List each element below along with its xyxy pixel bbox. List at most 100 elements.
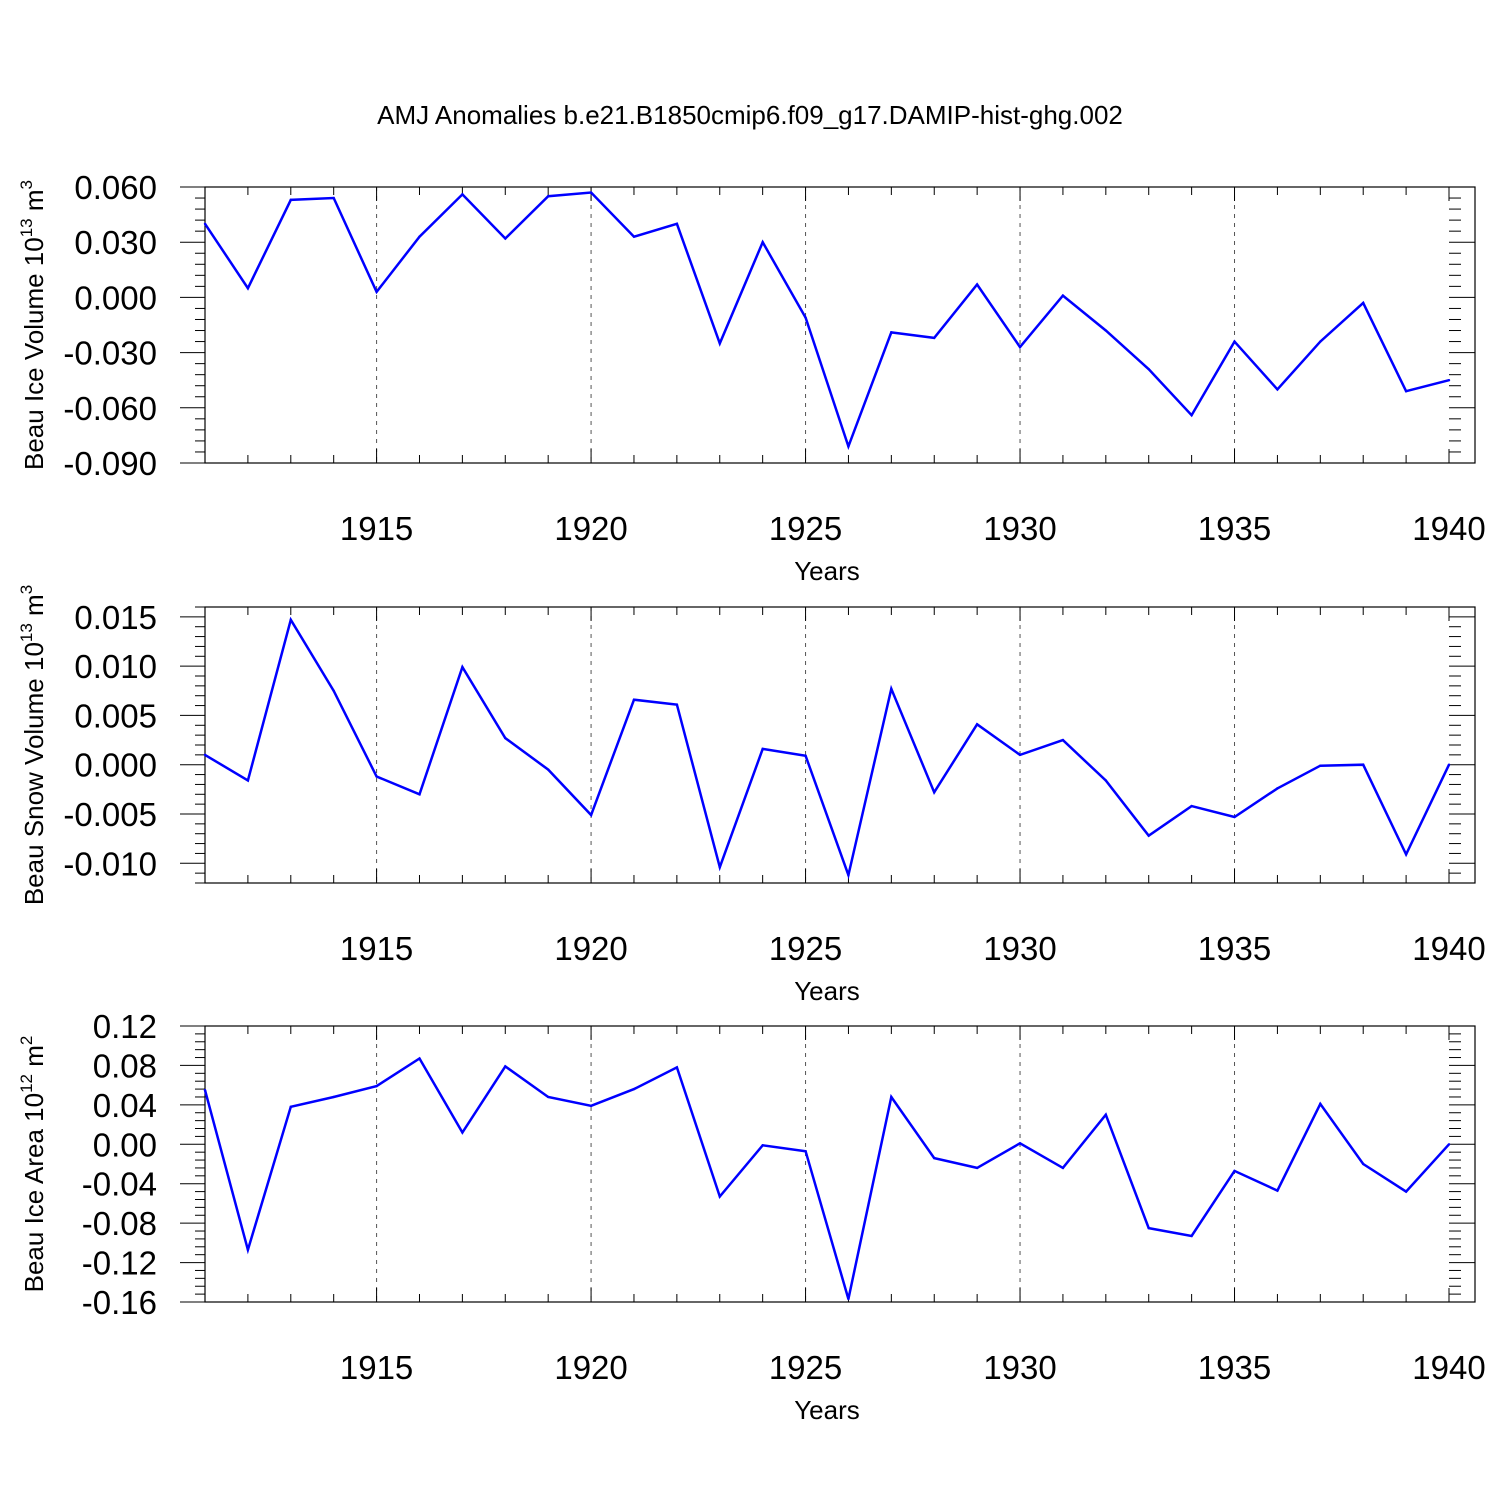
- data-point: [461, 193, 464, 196]
- x-tick-label: 1925: [769, 930, 842, 967]
- x-tick-label: 1930: [983, 1349, 1056, 1386]
- x-axis-label: Years: [794, 976, 860, 1006]
- data-point: [761, 1144, 764, 1147]
- data-point: [589, 1104, 593, 1108]
- y-axis-label-unit-exponent: 2: [17, 1036, 36, 1045]
- x-tick-label: 1915: [340, 930, 413, 967]
- panels: 0.060 0.030 0.000 -0.030 -0.060 -0.090 1915 192…: [17, 169, 1486, 1425]
- y-axis-label-text: Beau Snow Volume 10: [19, 642, 49, 905]
- data-point: [847, 445, 850, 448]
- data-point: [1447, 379, 1451, 382]
- data-point: [332, 196, 335, 200]
- y-tick-label: 0.030: [74, 224, 157, 261]
- data-point: [1447, 1143, 1451, 1146]
- y-tick-label: 0.12: [93, 1008, 157, 1045]
- data-point: [504, 1065, 507, 1068]
- y-tick-label: 0.000: [74, 747, 157, 784]
- data-point: [1147, 1226, 1150, 1230]
- data-point: [761, 241, 764, 244]
- data-point: [246, 1248, 250, 1251]
- y-axis-label-exponent: 12: [17, 1074, 36, 1093]
- data-point: [890, 1095, 893, 1099]
- data-point: [1319, 340, 1322, 343]
- x-tick-label: 1925: [769, 1349, 842, 1386]
- x-tick-label: 1915: [340, 1349, 413, 1386]
- data-point: [1404, 853, 1408, 856]
- data-point: [1147, 834, 1150, 837]
- plot-frame: [204, 186, 1476, 464]
- y-axis-label-unit-exponent: 3: [17, 585, 36, 594]
- data-point: [1233, 340, 1236, 343]
- data-point: [418, 1057, 421, 1060]
- data-point: [1276, 1189, 1279, 1192]
- y-tick-label: -0.010: [63, 845, 157, 882]
- data-point: [933, 791, 936, 794]
- series-line-ice-volume: [203, 191, 1450, 451]
- y-axis-label: Beau Ice Volume 1013 m3: [17, 180, 49, 470]
- data-point: [546, 195, 550, 198]
- x-tick-label: 1925: [769, 510, 842, 547]
- data-point: [546, 768, 550, 771]
- data-point: [504, 237, 507, 240]
- data-point: [1104, 329, 1108, 332]
- y-tick-label: -0.090: [63, 445, 157, 482]
- y-axis-label-unit-exponent: 3: [17, 180, 36, 189]
- data-point: [203, 1088, 207, 1092]
- data-point: [761, 747, 764, 751]
- x-tick-label: 1935: [1198, 930, 1271, 967]
- series-line-ice-area: [203, 1056, 1450, 1300]
- y-tick-label: 0.060: [74, 169, 157, 206]
- data-point: [332, 1095, 335, 1099]
- x-tick-label: 1940: [1412, 510, 1485, 547]
- y-tick-label: -0.060: [63, 390, 157, 427]
- data-point: [1190, 413, 1193, 417]
- x-tick-label: 1935: [1198, 1349, 1271, 1386]
- data-point: [933, 336, 936, 340]
- data-point: [246, 779, 250, 782]
- data-point: [203, 753, 207, 757]
- data-point: [1233, 1169, 1236, 1173]
- data-point: [675, 222, 679, 225]
- data-point: [890, 331, 893, 334]
- data-point: [332, 689, 335, 692]
- x-tick-label: 1935: [1198, 510, 1271, 547]
- y-tick-label: -0.005: [63, 796, 157, 833]
- data-point: [375, 775, 378, 778]
- data-point: [461, 1131, 464, 1134]
- y-axis-label-unit: m: [19, 1045, 49, 1074]
- data-point: [289, 618, 292, 622]
- y-tick-label: -0.12: [82, 1245, 157, 1282]
- y-tick-label: 0.005: [74, 697, 157, 734]
- data-point: [589, 813, 593, 817]
- data-point: [975, 1166, 979, 1170]
- data-point: [418, 793, 421, 796]
- data-point: [1018, 345, 1022, 349]
- data-point: [718, 1195, 721, 1198]
- x-tick-label: 1930: [983, 930, 1056, 967]
- data-point: [589, 191, 593, 194]
- x-axis-label: Years: [794, 1395, 860, 1425]
- data-point: [504, 736, 507, 740]
- data-point: [975, 723, 979, 726]
- data-point: [1276, 388, 1279, 391]
- y-tick-label: -0.08: [82, 1205, 157, 1242]
- y-axis-label-unit: m: [19, 189, 49, 218]
- series-line-snow-volume: [204, 616, 1451, 880]
- data-point: [1276, 787, 1279, 790]
- data-point: [1018, 1142, 1022, 1145]
- data-point: [546, 1095, 550, 1099]
- y-tick-label: 0.00: [93, 1126, 157, 1163]
- data-point: [632, 235, 636, 238]
- y-axis-label: Beau Snow Volume 1013 m3: [17, 585, 49, 905]
- y-axis-label-text: Beau Ice Area 10: [19, 1093, 49, 1292]
- data-point: [1061, 294, 1065, 297]
- y-axis-label: Beau Ice Area 1012 m2: [17, 1036, 49, 1293]
- data-point: [203, 222, 207, 225]
- panel-ice-volume: 0.060 0.030 0.000 -0.030 -0.060 -0.090 1915 192…: [17, 169, 1486, 586]
- x-tick-label: 1920: [554, 930, 627, 967]
- data-point: [1104, 779, 1108, 782]
- data-point: [289, 1105, 292, 1109]
- data-point: [804, 1149, 807, 1153]
- data-point: [675, 703, 679, 706]
